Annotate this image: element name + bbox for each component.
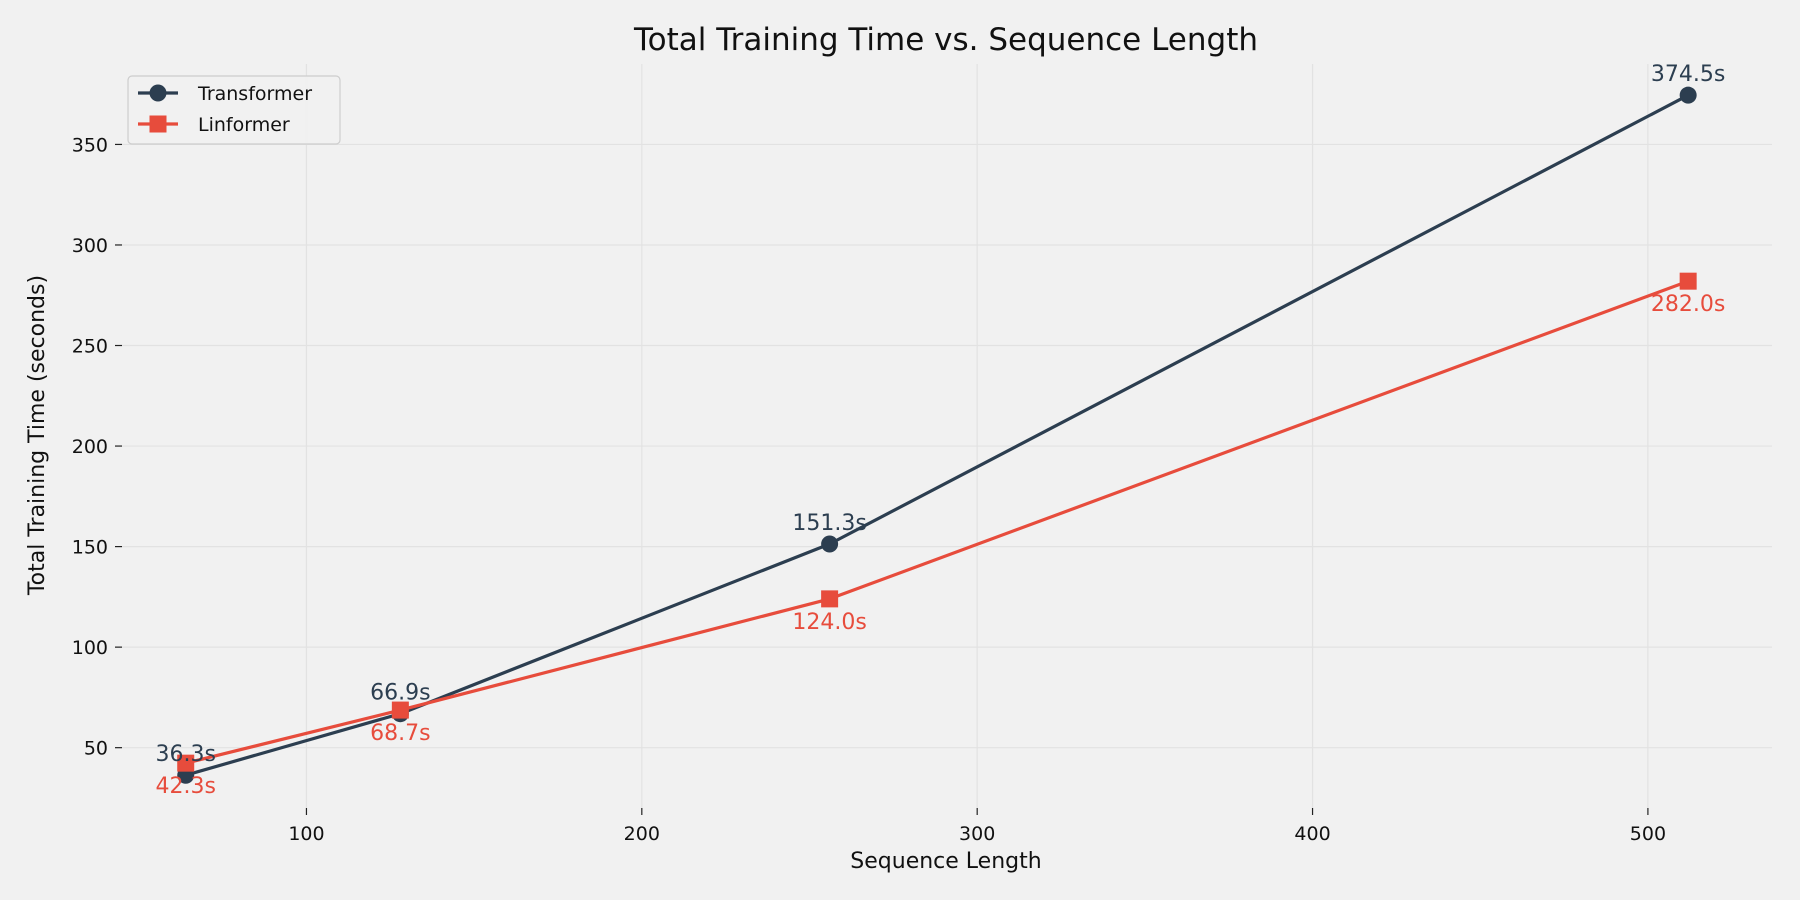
y-tick-label: 50 (84, 738, 108, 760)
legend: Transformer Linformer (127, 75, 341, 145)
legend-transformer-marker (149, 84, 167, 102)
linformer-line (185, 279, 1689, 765)
legend-linformer-marker (149, 115, 167, 133)
x-tick-label: 200 (624, 823, 660, 845)
data-labels: 36.3s 66.9s 151.3s 374.5s 42.3s 68.7s 124.0s 28… (155, 62, 1725, 799)
series-layer (177, 86, 1697, 784)
y-tick-label: 150 (72, 537, 108, 559)
y-axis-title: Total Training Time (seconds) (25, 275, 50, 596)
x-tick-label: 400 (1294, 823, 1330, 845)
transformer-line (185, 93, 1689, 777)
x-tick-label: 500 (1630, 823, 1666, 845)
linformer-data-label: 42.3s (155, 774, 215, 799)
legend-box (127, 75, 341, 145)
y-tick-label: 250 (72, 336, 108, 358)
legend-transformer-label: Transformer (197, 83, 312, 105)
linformer-point (391, 701, 409, 719)
transformer-data-label: 374.5s (1651, 62, 1725, 87)
legend-linformer-label: Linformer (198, 114, 290, 136)
x-tick-label: 100 (288, 823, 324, 845)
axes: 100 200 300 400 500 50 100 150 200 250 300 350 (72, 134, 1666, 845)
linformer-point (177, 754, 195, 772)
y-tick-label: 300 (72, 235, 108, 257)
y-tick-label: 350 (72, 134, 108, 156)
chart-title: Total Training Time vs. Sequence Length (633, 22, 1258, 58)
transformer-point (1679, 86, 1697, 104)
transformer-point (821, 535, 839, 553)
linformer-point (821, 590, 839, 608)
x-tick-label: 300 (959, 823, 995, 845)
y-tick-label: 200 (72, 436, 108, 458)
y-tick-label: 100 (72, 637, 108, 659)
grid-lines (122, 64, 1772, 808)
x-axis-title: Sequence Length (850, 849, 1041, 874)
transformer-data-label: 66.9s (370, 681, 430, 706)
linformer-data-label: 124.0s (792, 610, 866, 635)
transformer-data-label: 36.3s (155, 742, 215, 767)
linformer-data-label: 282.0s (1651, 292, 1725, 317)
linformer-point (1679, 272, 1697, 290)
linformer-data-label: 68.7s (370, 721, 430, 746)
transformer-data-label: 151.3s (792, 511, 866, 536)
